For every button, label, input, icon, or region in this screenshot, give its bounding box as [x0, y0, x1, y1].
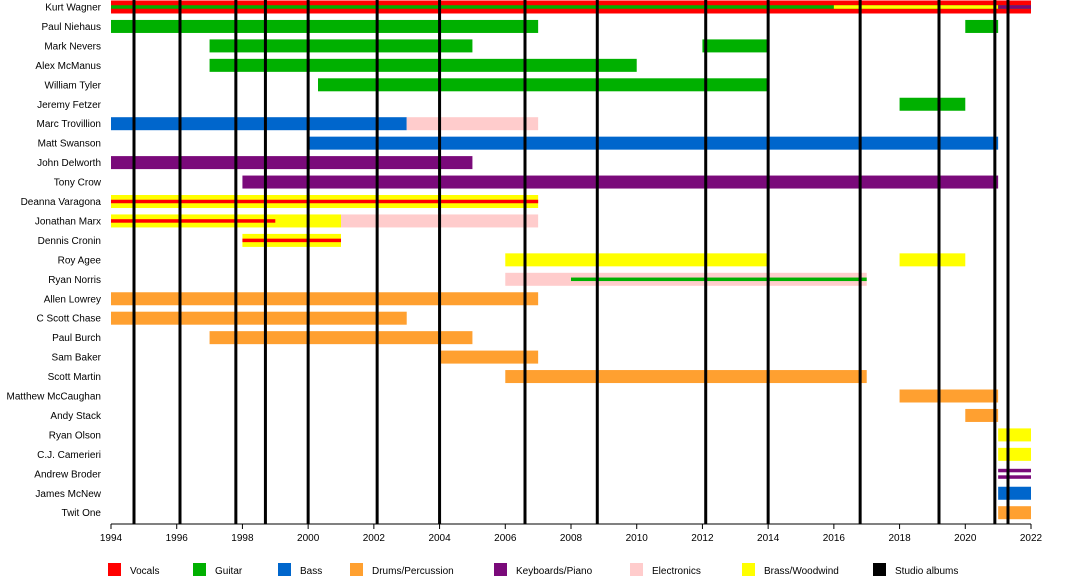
member-bar — [505, 253, 769, 267]
x-tick-label: 2004 — [428, 533, 451, 544]
member-label: Matt Swanson — [38, 139, 101, 150]
member-bar — [998, 468, 1031, 473]
member-label: C Scott Chase — [37, 314, 102, 325]
member-bar — [965, 19, 999, 33]
member-bar — [242, 238, 341, 243]
studio-album-lines — [132, 0, 1010, 524]
member-label: Andy Stack — [50, 411, 102, 422]
member-bar — [111, 117, 407, 131]
member-bar — [998, 486, 1031, 500]
x-tick-label: 2012 — [691, 533, 714, 544]
member-bar — [318, 78, 769, 92]
member-bar — [702, 39, 769, 53]
legend: Vocals Guitar Bass Drums/Percussion Keyboard… — [108, 563, 958, 577]
x-axis: 1994 1996 1998 2000 2002 2004 2006 2008 2010 2012… — [100, 523, 1043, 544]
member-label: Sam Baker — [52, 353, 102, 364]
member-bar — [111, 5, 1031, 9]
member-label: Jeremy Fetzer — [37, 100, 102, 111]
member-bar — [998, 5, 1031, 9]
x-tick-label: 2002 — [363, 533, 386, 544]
legend-swatch — [350, 563, 363, 576]
member-bars — [111, 0, 1031, 520]
member-label: Allen Lowrey — [44, 294, 101, 305]
x-tick-label: 2014 — [757, 533, 780, 544]
legend-label: Studio albums — [895, 566, 958, 577]
x-tick-label: 1998 — [231, 533, 254, 544]
x-tick-label: 2008 — [560, 533, 583, 544]
legend-label: Guitar — [215, 566, 243, 577]
member-label: Alex McManus — [35, 61, 101, 72]
member-label: Jonathan Marx — [35, 216, 101, 227]
x-tick-label: 2010 — [626, 533, 649, 544]
legend-label: Electronics — [652, 566, 701, 577]
member-bar — [899, 389, 999, 403]
legend-label: Brass/Woodwind — [764, 566, 839, 577]
legend-label: Bass — [300, 566, 322, 577]
member-label: James McNew — [35, 489, 101, 500]
member-label: Paul Niehaus — [42, 22, 101, 33]
legend-swatch — [278, 563, 291, 576]
legend-swatch — [630, 563, 643, 576]
member-bar — [998, 428, 1031, 442]
member-bar — [571, 277, 867, 282]
member-labels: Kurt Wagner Paul Niehaus Mark Nevers Alex M… — [7, 3, 102, 520]
x-tick-label: 2006 — [494, 533, 517, 544]
member-bar — [998, 475, 1031, 479]
member-bar — [209, 331, 473, 345]
legend-swatch — [193, 563, 206, 576]
member-label: Andrew Broder — [34, 469, 101, 480]
x-tick-label: 2018 — [888, 533, 911, 544]
legend-swatch — [873, 563, 886, 576]
x-tick-label: 2022 — [1020, 533, 1043, 544]
member-label: Ryan Olson — [49, 430, 101, 441]
member-bar — [998, 506, 1031, 520]
legend-swatch — [108, 563, 121, 576]
member-label: Twit One — [62, 508, 102, 519]
member-label: Scott Martin — [48, 372, 101, 383]
legend-label: Vocals — [130, 566, 159, 577]
member-label: Deanna Varagona — [21, 197, 102, 208]
member-bar — [111, 156, 473, 170]
legend-label: Keyboards/Piano — [516, 566, 593, 577]
member-label: C.J. Camerieri — [37, 450, 101, 461]
member-label: Marc Trovillion — [37, 119, 101, 130]
x-tick-label: 1994 — [100, 533, 123, 544]
member-label: Roy Agee — [58, 255, 102, 266]
member-bar — [111, 292, 539, 306]
member-label: Dennis Cronin — [38, 236, 101, 247]
member-bar — [406, 117, 539, 131]
x-tick-label: 1996 — [166, 533, 189, 544]
member-bar — [209, 39, 473, 53]
member-label: Mark Nevers — [44, 41, 101, 52]
legend-swatch — [742, 563, 755, 576]
x-tick-label: 2020 — [954, 533, 977, 544]
member-bar — [505, 370, 867, 384]
member-bar — [111, 199, 539, 204]
legend-swatch — [494, 563, 507, 576]
member-bar — [833, 5, 999, 9]
member-label: Matthew McCaughan — [7, 392, 102, 403]
legend-label: Drums/Percussion — [372, 566, 454, 577]
member-label: Ryan Norris — [48, 275, 101, 286]
member-bar — [965, 408, 999, 422]
member-label: Kurt Wagner — [45, 3, 101, 14]
x-tick-label: 2000 — [297, 533, 320, 544]
member-bar — [439, 350, 539, 364]
member-bar — [899, 253, 966, 267]
member-label: William Tyler — [45, 80, 102, 91]
member-bar — [242, 175, 999, 189]
x-tick-label: 2016 — [823, 533, 846, 544]
member-label: Paul Burch — [52, 333, 101, 344]
member-bar — [308, 136, 999, 150]
member-bar — [111, 19, 539, 33]
member-bar — [899, 97, 966, 111]
member-bar — [111, 311, 407, 325]
member-bar — [111, 219, 276, 223]
member-label: John Delworth — [37, 158, 101, 169]
member-bar — [209, 58, 637, 72]
member-label: Tony Crow — [54, 178, 102, 189]
member-bar — [998, 447, 1031, 461]
